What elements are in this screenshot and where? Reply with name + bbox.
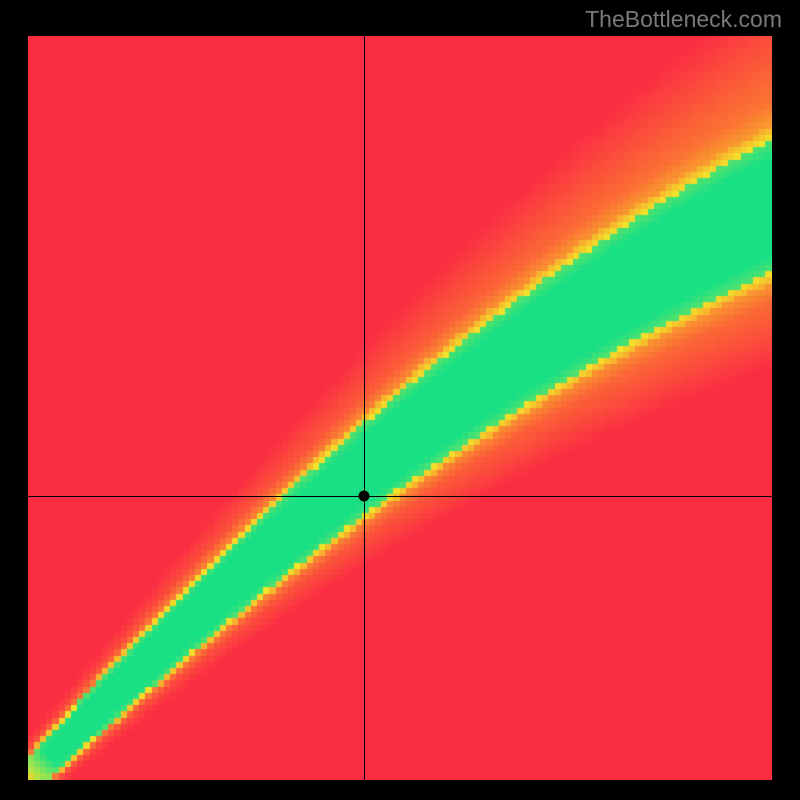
- plot-area: [28, 36, 772, 780]
- chart-container: TheBottleneck.com: [0, 0, 800, 800]
- heatmap-canvas: [28, 36, 772, 780]
- data-point-marker: [359, 490, 370, 501]
- crosshair-vertical: [364, 36, 365, 780]
- crosshair-horizontal: [28, 496, 772, 497]
- watermark-text: TheBottleneck.com: [585, 6, 782, 33]
